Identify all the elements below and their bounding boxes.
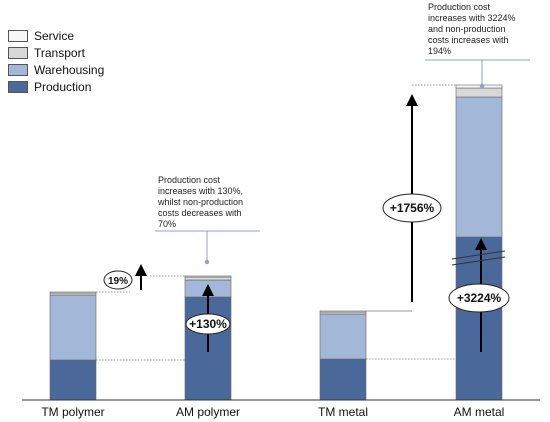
bar-service-am-polymer	[184, 275, 232, 278]
bar-service-tm-metal	[319, 310, 367, 313]
legend-swatch	[8, 80, 28, 93]
legend-item-transport: Transport	[8, 44, 104, 61]
bar-service-tm-polymer	[49, 291, 97, 294]
bar-transport-am-metal	[455, 87, 503, 98]
axis-break-mark	[451, 256, 506, 266]
percent-callout-ellipse	[185, 313, 231, 335]
axis-break-mark	[451, 250, 506, 260]
note-line: increases with 3224%	[428, 13, 516, 23]
legend-item-warehousing: Warehousing	[8, 61, 104, 78]
bar-transport-am-polymer	[184, 276, 232, 281]
note-line: costs increases with	[428, 35, 509, 45]
percent-callouts: 19% +130% +1756% +3224%	[103, 94, 510, 352]
note-line: Production cost	[428, 2, 491, 12]
percent-label: +130%	[189, 317, 227, 331]
note-line: 194%	[428, 46, 452, 56]
note-dot	[479, 83, 485, 89]
percent-label: +3224%	[457, 291, 502, 305]
percent-callout-ellipse	[448, 283, 510, 313]
percent-label: 19%	[108, 276, 128, 287]
percent-callout-ellipse	[382, 193, 442, 223]
bar-production-am-metal	[455, 236, 503, 401]
legend-item-service: Service	[8, 27, 104, 44]
x-tick-label: AM polymer	[176, 405, 240, 419]
note-line: whilst non-production	[158, 197, 244, 207]
note-metal: Production cost increases with 3224% and n…	[428, 2, 540, 57]
legend-label: Service	[34, 28, 75, 43]
note-polymer: Production cost increases with 130%, whils…	[158, 175, 278, 230]
legend-item-production: Production	[8, 78, 104, 95]
legend-label: Warehousing	[34, 62, 105, 77]
note-line: and non-production	[428, 24, 506, 34]
bar-production-tm-metal	[319, 358, 367, 401]
note-dot	[204, 259, 210, 265]
legend-swatch	[8, 29, 28, 42]
bar-warehousing-am-metal	[455, 96, 503, 238]
legend-swatch	[8, 63, 28, 76]
x-tick-label: AM metal	[454, 405, 505, 419]
x-tick-label: TM polymer	[41, 405, 104, 419]
legend-label: Transport	[34, 45, 85, 60]
note-line: Production cost	[158, 175, 221, 185]
note-line: 70%	[158, 219, 177, 229]
bars-group	[49, 84, 503, 401]
legend-swatch	[8, 46, 28, 59]
bar-warehousing-tm-polymer	[49, 294, 97, 361]
legend-label: Production	[34, 79, 92, 94]
note-line: costs decreases with	[158, 208, 242, 218]
bar-production-tm-polymer	[49, 359, 97, 401]
guide-lines-group	[96, 59, 530, 361]
bar-service-am-metal	[455, 84, 503, 89]
legend: Service Transport Warehousing Production	[8, 27, 104, 95]
x-tick-label: TM metal	[318, 405, 368, 419]
note-line: increases with 130%,	[158, 186, 244, 196]
percent-label: +1756%	[390, 201, 435, 215]
percent-callout-ellipse	[103, 270, 133, 290]
bar-warehousing-tm-metal	[319, 313, 367, 360]
x-tick-labels: TM polymer AM polymer TM metal AM metal	[41, 405, 504, 419]
